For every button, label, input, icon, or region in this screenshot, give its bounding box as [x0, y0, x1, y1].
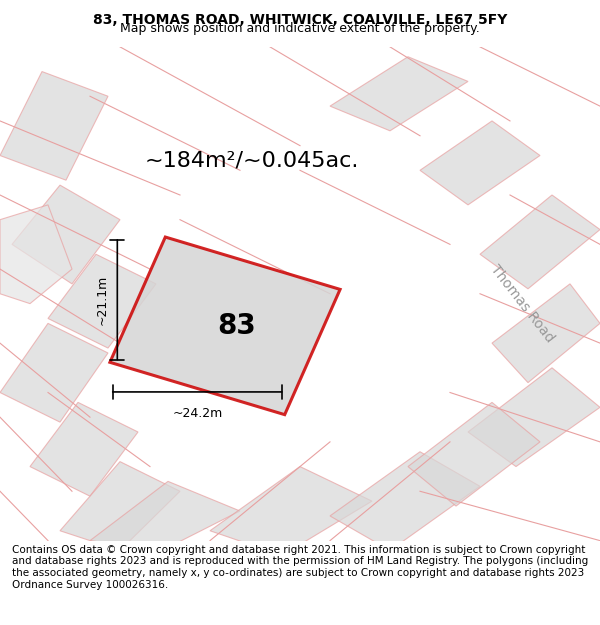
Polygon shape	[48, 254, 156, 348]
Text: Thomas Road: Thomas Road	[487, 262, 557, 345]
Text: 83: 83	[218, 312, 256, 340]
Polygon shape	[408, 402, 540, 506]
Text: Contains OS data © Crown copyright and database right 2021. This information is : Contains OS data © Crown copyright and d…	[12, 545, 588, 589]
Text: Map shows position and indicative extent of the property.: Map shows position and indicative extent…	[120, 22, 480, 35]
Polygon shape	[330, 57, 468, 131]
Text: ~184m²/~0.045ac.: ~184m²/~0.045ac.	[145, 151, 359, 171]
Polygon shape	[12, 185, 120, 284]
Polygon shape	[90, 481, 240, 551]
Polygon shape	[468, 368, 600, 466]
Polygon shape	[330, 452, 480, 551]
Polygon shape	[0, 323, 108, 422]
Polygon shape	[420, 121, 540, 205]
Polygon shape	[30, 402, 138, 496]
Polygon shape	[492, 284, 600, 382]
Polygon shape	[0, 71, 108, 180]
Polygon shape	[60, 462, 180, 551]
Polygon shape	[480, 195, 600, 289]
Polygon shape	[0, 205, 72, 304]
Text: ~24.2m: ~24.2m	[172, 407, 223, 420]
Polygon shape	[210, 466, 372, 556]
Polygon shape	[110, 237, 340, 414]
Text: ~21.1m: ~21.1m	[96, 274, 109, 325]
Text: 83, THOMAS ROAD, WHITWICK, COALVILLE, LE67 5FY: 83, THOMAS ROAD, WHITWICK, COALVILLE, LE…	[93, 13, 507, 27]
